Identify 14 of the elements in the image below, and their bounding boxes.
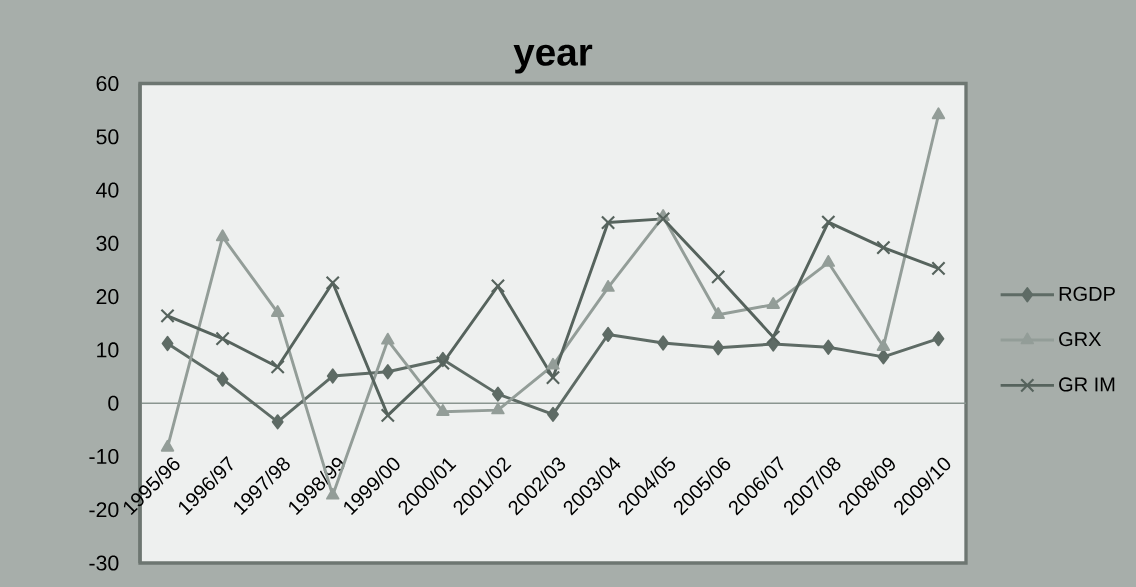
legend-label: RGDP (1059, 286, 1115, 301)
legend-label: GRX (1059, 332, 1102, 347)
y-tick-label: 0 (108, 395, 119, 411)
y-tick-label: 10 (97, 342, 119, 358)
y-tick-label: 20 (96, 289, 119, 305)
y-tick-label: -10 (89, 448, 119, 465)
y-tick-label: 60 (96, 75, 119, 92)
y-tick-label: 40 (96, 182, 119, 198)
chart-title: year (513, 44, 593, 74)
y-tick-label: 50 (96, 129, 119, 145)
y-tick-label: -20 (89, 502, 119, 518)
y-tick-label: -30 (89, 555, 119, 571)
y-tick-label: 30 (96, 235, 119, 251)
legend-label: GR IM (1059, 377, 1115, 392)
